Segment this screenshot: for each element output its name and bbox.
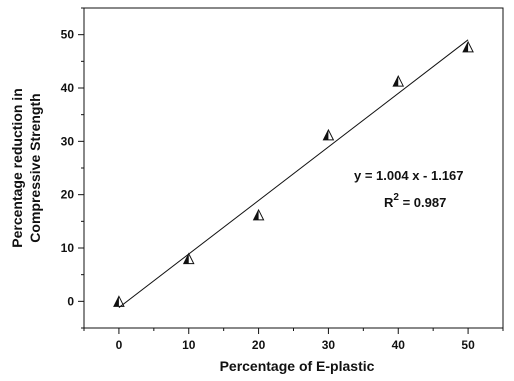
x-tick-label: 40	[392, 338, 406, 352]
y-tick-label: 0	[67, 294, 74, 308]
data-points	[113, 40, 474, 307]
x-tick-label: 10	[182, 338, 196, 352]
y-tick-label: 30	[61, 134, 75, 148]
data-point	[462, 40, 474, 53]
x-axis-label: Percentage of E-plastic	[220, 358, 375, 374]
r-squared-value: = 0.987	[399, 195, 446, 210]
y-tick-label: 50	[61, 28, 75, 42]
y-axis-label-line-1: Percentage reduction in	[9, 88, 25, 247]
equation-annotation: y = 1.004 x - 1.167	[354, 168, 464, 183]
r-squared-prefix: R	[384, 195, 394, 210]
data-point	[113, 295, 125, 307]
x-tick-label: 30	[322, 338, 336, 352]
y-axis-ticks: 0 10 20 30 40 50	[61, 7, 84, 329]
y-tick-label: 10	[61, 241, 75, 255]
x-tick-label: 0	[116, 338, 123, 352]
data-point	[252, 208, 265, 221]
data-point	[322, 128, 335, 141]
y-tick-label: 20	[61, 188, 75, 202]
x-tick-label: 20	[252, 338, 266, 352]
data-point	[182, 252, 195, 265]
fit-line	[118, 39, 469, 308]
r-squared-superscript: 2	[393, 192, 399, 203]
data-point	[392, 74, 405, 87]
y-tick-label: 40	[61, 81, 75, 95]
x-tick-label: 50	[461, 338, 475, 352]
y-axis-label-line-2: Compressive Strength	[27, 93, 43, 242]
x-axis-ticks: 0 10 20 30 40 50	[83, 328, 504, 352]
r-squared-annotation: R2 = 0.987	[384, 192, 446, 210]
